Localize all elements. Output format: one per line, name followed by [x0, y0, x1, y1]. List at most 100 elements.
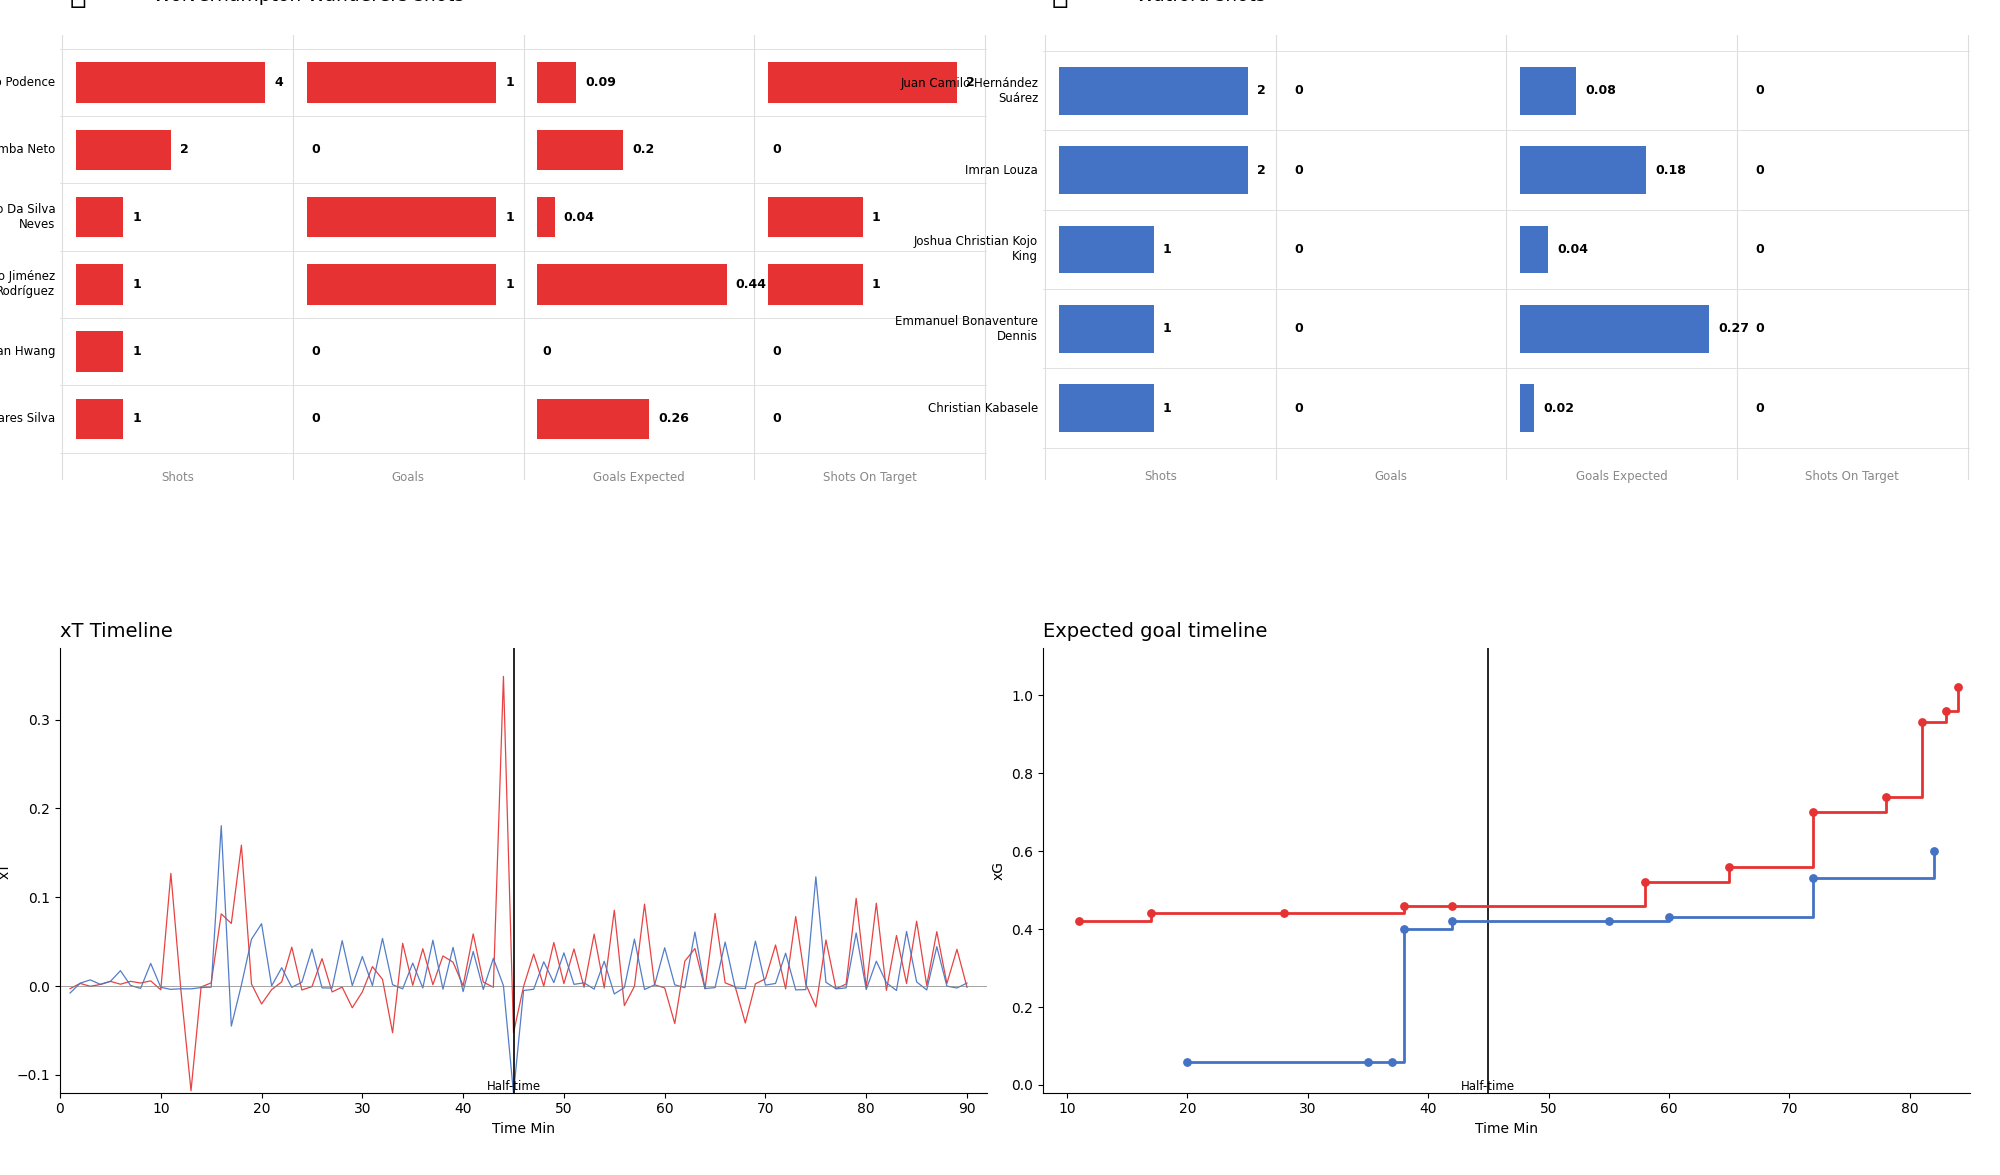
Text: 0: 0	[772, 412, 782, 425]
Text: 1: 1	[1162, 402, 1172, 415]
Text: Daniel Castelo Podence: Daniel Castelo Podence	[0, 76, 56, 89]
Text: 0.2: 0.2	[632, 143, 654, 156]
Point	[1870, 787, 1902, 806]
Text: Goals Expected: Goals Expected	[1576, 470, 1668, 483]
Text: 0.44: 0.44	[736, 277, 766, 291]
Point	[1592, 912, 1624, 931]
Y-axis label: xG: xG	[992, 861, 1006, 880]
Text: Pedro Lomba Neto: Pedro Lomba Neto	[0, 143, 56, 156]
Text: 0.18: 0.18	[1656, 163, 1686, 176]
Y-axis label: xT: xT	[0, 862, 12, 879]
Text: 0.27: 0.27	[1718, 322, 1750, 335]
Text: Christian Kabasele: Christian Kabasele	[928, 402, 1038, 415]
Point	[1172, 1052, 1204, 1070]
Text: Goals: Goals	[392, 471, 424, 484]
Text: 0.26: 0.26	[658, 412, 690, 425]
Point	[1942, 678, 1974, 697]
Text: Fábio Daniel Soares Silva: Fábio Daniel Soares Silva	[0, 412, 56, 425]
Text: 0: 0	[1756, 85, 1764, 98]
Bar	[306, 264, 496, 304]
Point	[1930, 701, 1962, 720]
Text: Shots: Shots	[1144, 470, 1176, 483]
Bar	[76, 331, 124, 371]
Text: Expected goal timeline: Expected goal timeline	[1042, 623, 1268, 642]
Text: 0: 0	[1294, 322, 1302, 335]
Point	[1268, 904, 1300, 922]
Point	[1798, 870, 1830, 888]
Text: 🐺: 🐺	[70, 0, 86, 9]
Point	[1136, 904, 1168, 922]
Text: 0: 0	[312, 412, 320, 425]
X-axis label: Time Min: Time Min	[492, 1122, 556, 1136]
Bar	[538, 264, 726, 304]
Text: 0: 0	[1756, 322, 1764, 335]
Text: 0: 0	[312, 143, 320, 156]
Bar	[768, 264, 862, 304]
Bar	[538, 129, 624, 170]
Text: 0: 0	[1756, 402, 1764, 415]
Text: 0.04: 0.04	[1558, 243, 1588, 256]
Text: Hee-Chan Hwang: Hee-Chan Hwang	[0, 345, 56, 358]
Bar	[1520, 147, 1646, 194]
Text: Shots On Target: Shots On Target	[822, 471, 916, 484]
Bar	[76, 197, 124, 237]
Bar	[768, 62, 958, 102]
Text: 1: 1	[132, 277, 142, 291]
Text: 0.02: 0.02	[1544, 402, 1574, 415]
Text: 1: 1	[1162, 322, 1172, 335]
Text: 0: 0	[542, 345, 550, 358]
Text: 1: 1	[506, 277, 514, 291]
Text: 0: 0	[772, 345, 782, 358]
Text: Shots On Target: Shots On Target	[1806, 470, 1900, 483]
Point	[1628, 873, 1660, 892]
Text: xT Timeline: xT Timeline	[60, 623, 172, 642]
Text: Goals: Goals	[1374, 470, 1408, 483]
X-axis label: Time Min: Time Min	[1474, 1122, 1538, 1136]
Text: 0.09: 0.09	[586, 76, 616, 89]
Text: 0.08: 0.08	[1586, 85, 1616, 98]
Text: Half-time: Half-time	[1462, 1080, 1516, 1093]
Text: Emmanuel Bonaventure
Dennis: Emmanuel Bonaventure Dennis	[896, 315, 1038, 343]
Bar	[538, 398, 650, 439]
Bar	[1520, 226, 1548, 274]
Text: Joshua Christian Kojo
King: Joshua Christian Kojo King	[914, 235, 1038, 263]
Point	[1918, 841, 1950, 860]
Point	[1652, 908, 1684, 927]
Text: Rúben Diogo Da Silva
Neves: Rúben Diogo Da Silva Neves	[0, 203, 56, 231]
Point	[1352, 1052, 1384, 1070]
Bar	[1520, 306, 1710, 352]
Text: 1: 1	[872, 210, 880, 223]
Point	[1436, 912, 1468, 931]
Text: Shots: Shots	[162, 471, 194, 484]
Bar	[306, 197, 496, 237]
Text: 2: 2	[1258, 85, 1266, 98]
Text: 0: 0	[1756, 243, 1764, 256]
Text: 2: 2	[1258, 163, 1266, 176]
Bar	[1058, 226, 1154, 274]
Text: Half-time: Half-time	[486, 1080, 540, 1093]
Bar	[76, 398, 124, 439]
Text: 1: 1	[132, 210, 142, 223]
Bar	[538, 62, 576, 102]
Text: 1: 1	[132, 412, 142, 425]
Bar	[1520, 67, 1576, 115]
Text: 2: 2	[180, 143, 188, 156]
Text: 1: 1	[132, 345, 142, 358]
Text: 4: 4	[274, 76, 284, 89]
Text: 0: 0	[1756, 163, 1764, 176]
Bar	[306, 62, 496, 102]
Text: Goals Expected: Goals Expected	[594, 471, 684, 484]
Text: Raúl Alonso Jiménez
Rodríguez: Raúl Alonso Jiménez Rodríguez	[0, 270, 56, 298]
Text: 1: 1	[872, 277, 880, 291]
Bar	[1058, 147, 1248, 194]
Bar	[76, 62, 266, 102]
Bar	[1058, 67, 1248, 115]
Text: 🔥: 🔥	[1052, 0, 1068, 9]
Text: 0: 0	[312, 345, 320, 358]
Text: 0: 0	[1294, 402, 1302, 415]
Point	[1436, 897, 1468, 915]
Text: 2: 2	[966, 76, 976, 89]
Point	[1388, 897, 1420, 915]
Text: 0: 0	[1294, 85, 1302, 98]
Bar	[1058, 306, 1154, 352]
